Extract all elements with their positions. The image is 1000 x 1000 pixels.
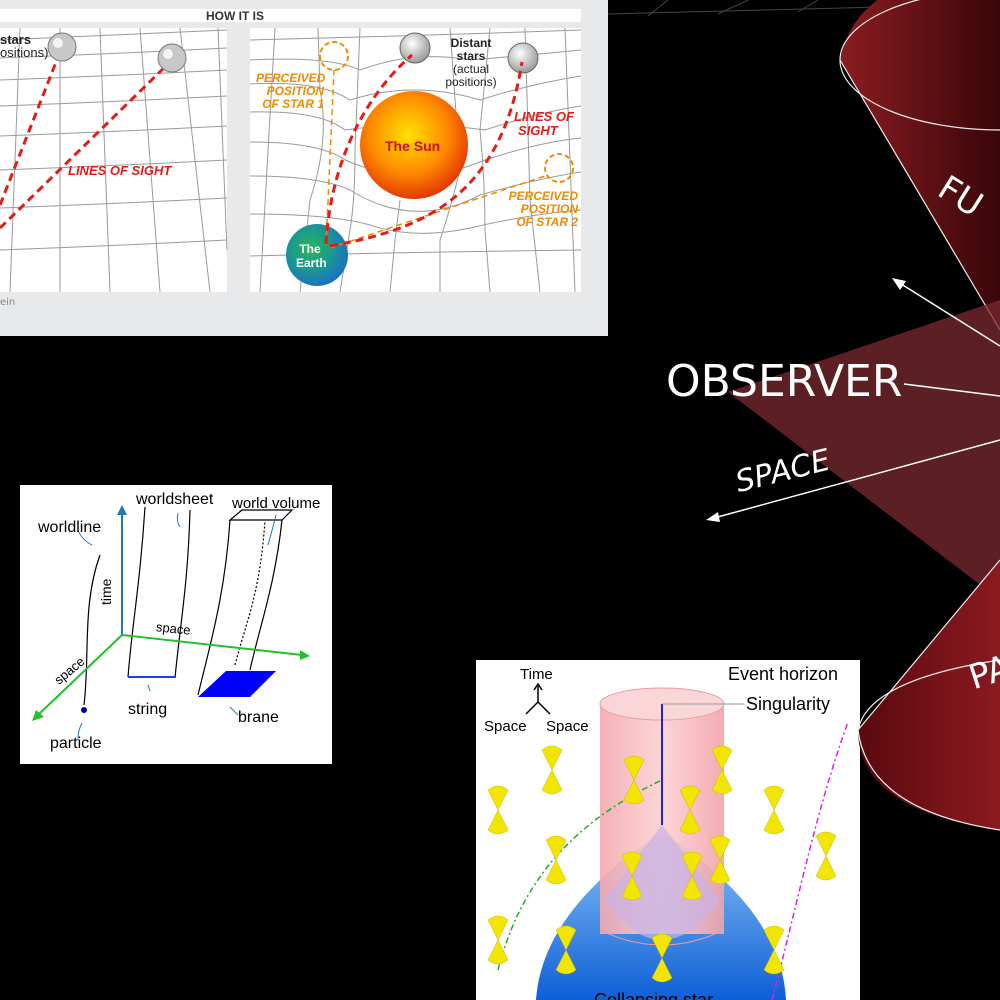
past-cone-rim <box>857 659 1000 731</box>
space-left-label: Space <box>484 718 527 735</box>
worldsheet-edges <box>127 506 191 679</box>
left-star-1 <box>47 32 77 62</box>
escaping-path <box>771 721 849 1000</box>
event-horizon-label: Event horizon <box>728 664 839 684</box>
distant-stars-line-2: stars <box>456 49 486 63</box>
singularity-label: Singularity <box>746 694 831 714</box>
left-star-1-highlight <box>53 38 63 48</box>
left-stars-label: stars <box>0 32 32 47</box>
lensing-graphic <box>0 9 582 293</box>
time-axis-arrow <box>117 505 127 515</box>
distant-stars-line-3: (actual <box>452 62 490 76</box>
worldline-diagram-panel: worldline worldsheet world volume time s… <box>20 485 332 764</box>
interior-cone <box>604 825 720 940</box>
sun <box>360 91 468 199</box>
space-axis-diagonal <box>37 634 123 716</box>
string-label: string <box>128 701 168 718</box>
brane-label: brane <box>238 709 279 726</box>
perceived-star-1-line-3: OF STAR 1 <box>262 97 324 111</box>
light-cone-graphic <box>608 0 1000 831</box>
pointer-arrows <box>77 512 277 741</box>
observer-label: OBSERVER <box>666 356 903 407</box>
present-plane <box>728 300 1000 600</box>
right-lines-of-sight-label: LINES OF SIGHT <box>514 110 574 138</box>
earth-label: The Earth <box>296 242 327 270</box>
perceived-star-2-line-1: PERCEIVED <box>508 189 578 203</box>
right-lines-of-sight-line-2: SIGHT <box>518 123 558 138</box>
perceived-star-1-line-1: PERCEIVED <box>256 71 326 85</box>
perceived-star-1-label: PERCEIVED POSITION OF STAR 1 <box>256 71 326 111</box>
perceived-star-2-line-2: POSITION <box>520 202 578 216</box>
left-star-2-highlight <box>163 49 173 59</box>
past-cone-edge <box>857 559 1000 731</box>
space-arrow <box>713 439 1000 519</box>
particle-label: particle <box>50 735 102 752</box>
distant-stars-line-4: positions) <box>445 75 497 89</box>
light-cones <box>487 745 837 983</box>
space-right-label: Space <box>546 718 589 735</box>
observer-pointer <box>903 383 1000 397</box>
world-volume-hidden-edge <box>234 519 266 666</box>
gravitational-lensing-panel: HOW IT IS stars ositions) LINES OF SIGHT… <box>0 0 608 336</box>
past-cone-rim-lower <box>857 729 1000 831</box>
brane-surface <box>198 671 276 697</box>
infalling-path <box>497 779 663 971</box>
earth-line-1: The <box>299 242 321 256</box>
left-lines-of-sight-label: LINES OF SIGHT <box>68 163 172 178</box>
worldline-label: worldline <box>38 519 102 536</box>
distant-stars-label: Distant stars (actual positions) <box>440 37 502 89</box>
left-field <box>0 28 227 292</box>
sun-label: The Sun <box>385 138 441 154</box>
perceived-star-2-line-3: OF STAR 2 <box>516 215 578 229</box>
space-axis-green-arrow <box>300 650 310 660</box>
world-volume-label: world volume <box>232 495 321 512</box>
light-cone-panel: OBSERVER SPACE FU PA <box>608 0 1000 1000</box>
perceived-star-1 <box>319 41 349 71</box>
space-axis-green <box>121 634 303 656</box>
perceived-lines <box>325 69 549 249</box>
world-volume-edges <box>197 509 294 696</box>
past-cone <box>858 560 1000 830</box>
left-positions-label: ositions) <box>0 45 49 60</box>
black-hole-diagram-panel: Time Space Space Event horizon Singulari… <box>476 660 860 1000</box>
time-axis-label: time <box>98 578 114 605</box>
particle-dot <box>81 707 87 713</box>
space-arrowhead <box>706 512 720 522</box>
credit-fragment: ein <box>0 297 16 308</box>
lensing-header: HOW IT IS <box>206 9 264 23</box>
earth <box>286 224 348 286</box>
left-grid <box>0 27 228 293</box>
right-star-1 <box>399 32 431 64</box>
perceived-star-2-label: PERCEIVED POSITION OF STAR 2 <box>508 190 578 229</box>
axes-glyph <box>525 682 551 715</box>
right-lines-of-sight <box>324 53 524 248</box>
time-arrowhead <box>892 278 906 290</box>
left-lines-of-sight <box>0 51 172 230</box>
earth-line-2: Earth <box>296 256 327 270</box>
future-cone <box>840 0 1000 330</box>
left-star-2 <box>157 43 187 73</box>
perceived-star-2 <box>544 153 574 183</box>
perceived-star-1-line-2: POSITION <box>266 84 324 98</box>
distant-stars-line-1: Distant <box>450 36 492 50</box>
time-label: Time <box>520 666 553 683</box>
worldline-curve <box>83 554 101 706</box>
header-bar <box>0 9 581 22</box>
time-arrow <box>897 281 1000 347</box>
worldsheet-label: worldsheet <box>136 491 214 508</box>
collapsing-star-label: Collapsing star <box>594 990 714 1000</box>
right-lines-of-sight-line-1: LINES OF <box>514 109 574 124</box>
space-axis-diagonal-arrow <box>32 710 44 721</box>
right-star-2 <box>507 42 539 74</box>
black-hole-graphic <box>487 682 849 1000</box>
worldline-graphic <box>32 505 310 741</box>
future-cone-edge <box>839 59 1000 331</box>
